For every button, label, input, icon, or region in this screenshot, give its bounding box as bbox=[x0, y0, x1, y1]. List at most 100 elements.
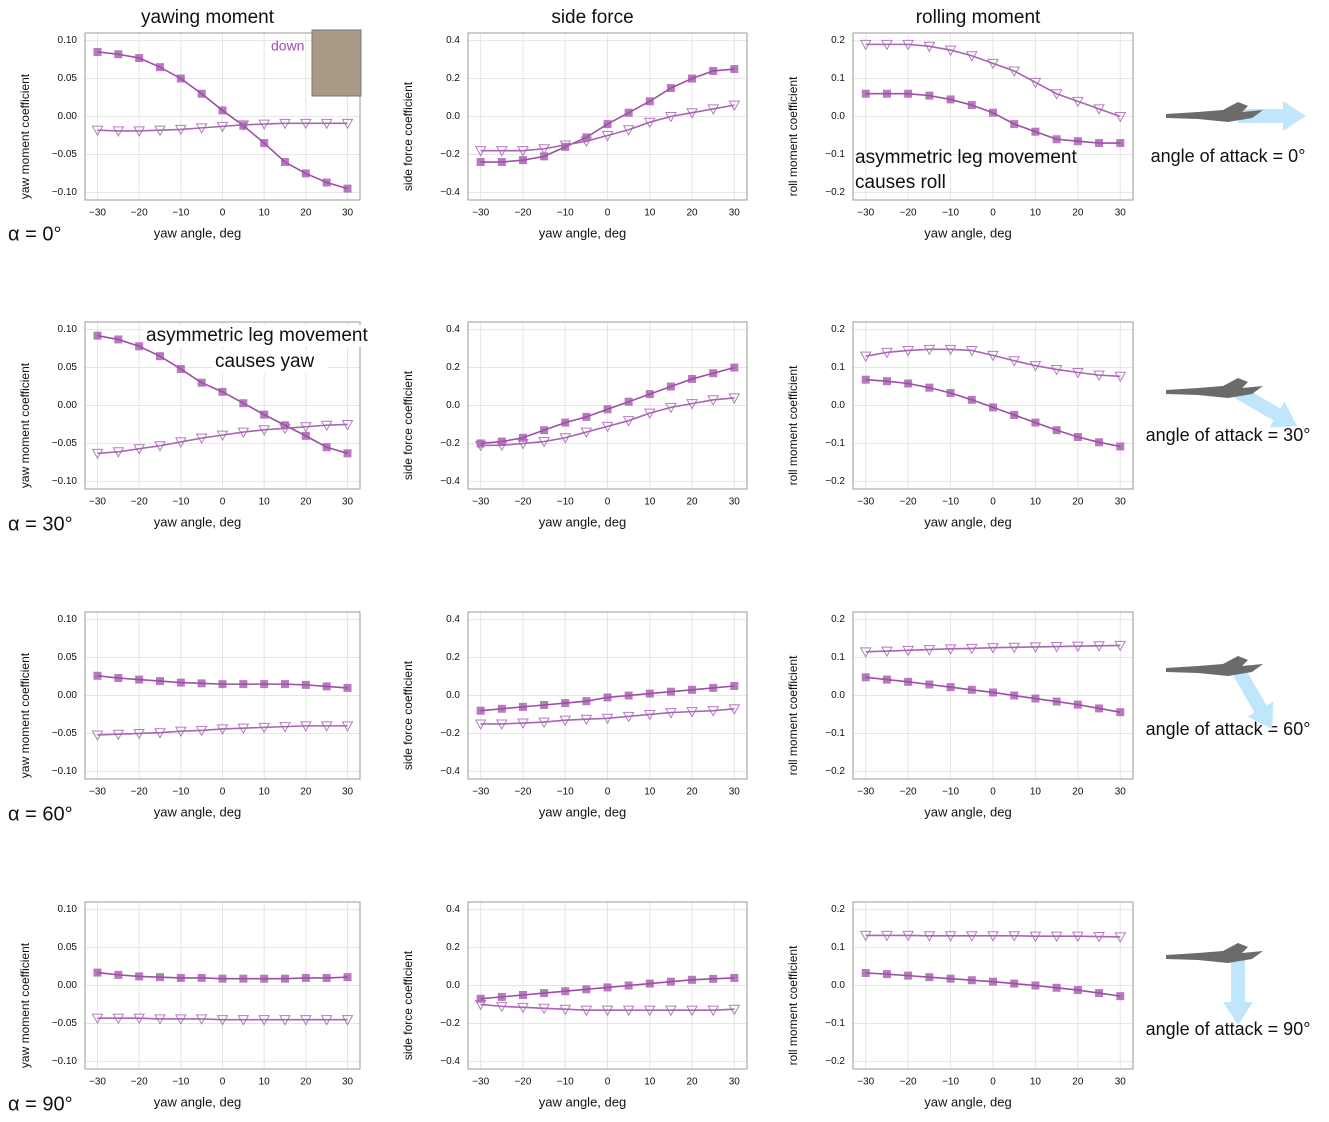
marker-square bbox=[239, 680, 248, 689]
marker-triangle bbox=[154, 728, 166, 739]
x-tick-label: −20 bbox=[514, 787, 531, 798]
marker-square bbox=[1116, 708, 1125, 717]
x-tick-label: −20 bbox=[131, 208, 148, 219]
marker-square bbox=[343, 449, 352, 458]
x-tick-label: 30 bbox=[342, 787, 354, 798]
marker-triangle bbox=[965, 931, 978, 942]
y-tick-label: 0.05 bbox=[58, 362, 78, 373]
marker-square bbox=[540, 989, 549, 998]
marker-triangle bbox=[341, 1015, 354, 1026]
marker-triangle bbox=[686, 1005, 698, 1017]
x-tick-label: 0 bbox=[605, 497, 611, 508]
marker-triangle bbox=[728, 393, 741, 404]
y-tick-label: 0.00 bbox=[58, 980, 78, 991]
x-tick-label: 30 bbox=[1115, 208, 1127, 219]
y-tick-label: 0.0 bbox=[831, 690, 845, 701]
x-axis-label: yaw angle, deg bbox=[924, 804, 1011, 819]
marker-triangle bbox=[91, 1013, 104, 1025]
y-tick-label: 0.4 bbox=[446, 904, 460, 915]
marker-square bbox=[114, 335, 123, 344]
y-tick-label: −0.05 bbox=[52, 149, 78, 160]
marker-triangle bbox=[965, 643, 978, 655]
marker-square bbox=[925, 91, 934, 100]
bird-shape bbox=[1166, 656, 1263, 676]
marker-triangle bbox=[91, 125, 104, 137]
x-tick-label: 30 bbox=[1115, 1077, 1127, 1088]
alpha-label: α = 60° bbox=[8, 803, 73, 825]
y-tick-label: −0.10 bbox=[52, 187, 78, 198]
x-tick-label: 10 bbox=[259, 787, 271, 798]
marker-square bbox=[561, 987, 570, 996]
marker-square bbox=[1031, 981, 1040, 990]
attack-label: angle of attack = 60° bbox=[1146, 719, 1311, 739]
x-axis-label: yaw angle, deg bbox=[924, 1094, 1011, 1109]
marker-triangle bbox=[538, 144, 550, 155]
marker-triangle bbox=[174, 124, 187, 136]
y-tick-label: 0.2 bbox=[446, 652, 460, 663]
marker-square bbox=[603, 983, 612, 992]
marker-triangle bbox=[686, 108, 698, 119]
y-tick-label: 0.05 bbox=[58, 652, 78, 663]
marker-triangle bbox=[279, 423, 291, 435]
x-tick-label: 30 bbox=[342, 497, 354, 508]
y-tick-label: 0.0 bbox=[446, 980, 460, 991]
marker-triangle bbox=[279, 118, 291, 130]
plot-frame bbox=[467, 611, 748, 780]
x-tick-label: −10 bbox=[172, 208, 189, 219]
marker-square bbox=[135, 342, 144, 351]
marker-triangle bbox=[1050, 642, 1063, 653]
marker-triangle bbox=[707, 104, 720, 115]
x-axis-label: yaw angle, deg bbox=[154, 804, 241, 819]
x-tick-label: 0 bbox=[220, 1077, 226, 1088]
marker-triangle bbox=[881, 930, 893, 942]
plot-frame bbox=[84, 901, 361, 1070]
y-axis-label: side force coefficient bbox=[401, 81, 415, 191]
x-tick-label: −20 bbox=[900, 497, 917, 508]
x-tick-label: 0 bbox=[990, 1077, 996, 1088]
x-tick-label: −30 bbox=[89, 1077, 106, 1088]
marker-triangle bbox=[1114, 932, 1127, 943]
marker-square bbox=[645, 390, 654, 399]
marker-square bbox=[176, 74, 185, 83]
y-tick-label: 0.2 bbox=[831, 614, 845, 625]
series-line bbox=[97, 423, 348, 455]
marker-square bbox=[218, 106, 227, 115]
marker-square bbox=[989, 403, 997, 412]
x-tick-label: −30 bbox=[472, 208, 489, 219]
x-tick-label: 0 bbox=[220, 497, 226, 508]
marker-triangle bbox=[665, 112, 677, 123]
marker-square bbox=[1073, 433, 1082, 442]
x-tick-label: −20 bbox=[131, 787, 148, 798]
y-tick-label: 0.4 bbox=[446, 35, 460, 46]
marker-square bbox=[561, 142, 570, 151]
marker-square bbox=[989, 108, 997, 117]
marker-square bbox=[688, 685, 697, 694]
marker-square bbox=[260, 139, 269, 148]
marker-triangle bbox=[133, 728, 146, 740]
marker-square bbox=[281, 421, 289, 430]
attack-label: angle of attack = 30° bbox=[1146, 425, 1311, 445]
x-tick-label: 30 bbox=[729, 1077, 741, 1088]
bird-shape bbox=[1166, 943, 1263, 963]
marker-triangle bbox=[112, 447, 125, 458]
x-tick-label: 20 bbox=[1072, 1077, 1084, 1088]
plot-frame bbox=[852, 321, 1134, 490]
marker-square bbox=[1073, 700, 1082, 709]
marker-triangle bbox=[881, 39, 893, 51]
marker-triangle bbox=[944, 931, 957, 942]
marker-triangle bbox=[686, 707, 698, 718]
marker-square bbox=[343, 683, 352, 692]
y-tick-label: 0.00 bbox=[58, 400, 78, 411]
marker-square bbox=[709, 66, 718, 75]
y-axis-label: yaw moment coefficient bbox=[18, 942, 32, 1068]
marker-triangle bbox=[320, 721, 333, 732]
x-tick-label: −30 bbox=[857, 497, 874, 508]
bird-shape bbox=[1166, 102, 1263, 122]
marker-square bbox=[260, 974, 269, 983]
marker-square bbox=[967, 101, 976, 110]
marker-triangle bbox=[154, 1014, 166, 1025]
marker-triangle bbox=[923, 344, 936, 356]
marker-square bbox=[688, 74, 697, 83]
marker-triangle bbox=[320, 118, 333, 130]
